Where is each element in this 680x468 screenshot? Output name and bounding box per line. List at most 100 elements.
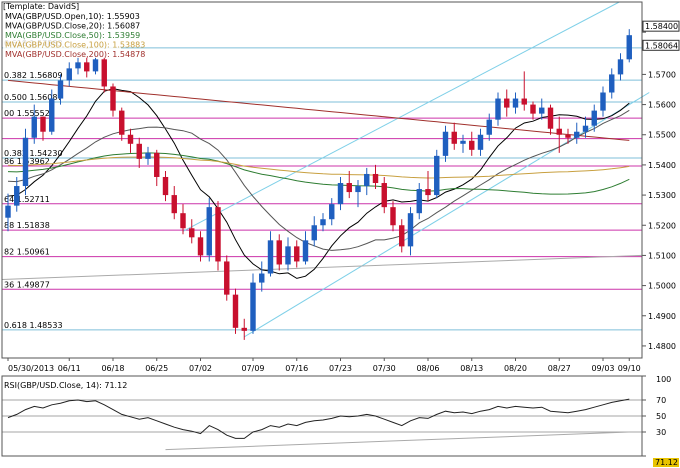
- candle-body-39: [346, 183, 352, 193]
- fib-label-7: 64 1.52711: [4, 195, 50, 204]
- x-tick-label-10: 08/13: [460, 364, 483, 373]
- rsi-tick-label-0: 100: [656, 375, 671, 384]
- candle-body-55: [486, 119, 492, 135]
- x-tick-label-8: 07/30: [373, 364, 396, 373]
- candle-body-35: [311, 225, 317, 241]
- ma100-line: [7, 156, 630, 179]
- x-tick-label-3: 06/25: [145, 364, 168, 373]
- candle-body-31: [276, 240, 282, 265]
- ma200-line: [7, 79, 630, 141]
- template-label: [Template: DavidS]: [3, 2, 79, 11]
- last-price-box-0: [642, 20, 680, 32]
- candle-body-46: [407, 213, 414, 247]
- legend-entry-2: MVA(GBP/USD.Close,50): 1.53959: [5, 31, 140, 40]
- candle-body-43: [381, 183, 387, 208]
- last-price-label-1: 1.58064: [645, 41, 678, 50]
- candle-body-22: [197, 237, 204, 256]
- candle-body-36: [320, 219, 326, 226]
- candle-body-30: [267, 240, 274, 274]
- candle-body-45: [399, 225, 405, 247]
- y-tick-label-5: 1.5300: [648, 191, 676, 200]
- candle-body-2: [22, 137, 29, 187]
- candle-body-58: [512, 98, 519, 108]
- candle-body-32: [285, 246, 291, 265]
- ma20-line: [7, 109, 630, 251]
- candle-body-11: [101, 59, 107, 87]
- fib-label-10: 36 1.49877: [4, 280, 50, 289]
- candle-body-40: [355, 186, 361, 193]
- candle-body-64: [565, 134, 571, 138]
- rsi-tick-label-2: 50: [656, 412, 666, 421]
- x-tick-label-0: 05/30/2013: [8, 364, 54, 373]
- candle-body-33: [294, 246, 300, 262]
- x-tick-label-6: 07/16: [285, 364, 308, 373]
- candle-body-53: [469, 140, 475, 150]
- candle-body-48: [425, 189, 431, 196]
- y-tick-label-1: 1.5700: [648, 70, 676, 79]
- fib-label-9: 82 1.50961: [4, 248, 50, 257]
- candle-body-0: [5, 205, 11, 218]
- y-tick-label-10: 1.4800: [648, 342, 676, 351]
- x-tick-label-11: 08/20: [504, 364, 527, 373]
- y-tick-label-4: 1.5400: [648, 161, 676, 170]
- x-tick-label-12: 08/27: [548, 364, 571, 373]
- ma50-line: [7, 152, 630, 195]
- x-tick-label-14: 09/10: [618, 364, 641, 373]
- candle-body-70: [617, 59, 624, 75]
- candle-body-16: [145, 152, 151, 159]
- candle-body-13: [119, 110, 125, 135]
- channel-upper-line: [182, 1, 620, 232]
- legend-entry-0: MVA(GBP/USD.Open,10): 1.55903: [5, 12, 140, 21]
- rsi-panel: [2, 398, 642, 451]
- candle-body-18: [162, 176, 169, 196]
- candle-body-71: [626, 35, 632, 60]
- channel-lower-line: [243, 92, 650, 338]
- candle-body-25: [224, 261, 230, 295]
- legend: MVA(GBP/USD.Open,10): 1.55903 MVA(GBP/USD…: [3, 11, 145, 59]
- candle-body-20: [180, 213, 186, 229]
- fib-label-5: 0.382 1.54230: [4, 149, 63, 158]
- candle-body-57: [504, 98, 510, 108]
- x-tick-label-7: 07/23: [329, 364, 352, 373]
- legend-entry-4: MVA(GBP/USD.Close,200): 1.54878: [5, 50, 145, 59]
- rsi-tick-label-3: 30: [656, 428, 666, 437]
- candle-body-19: [171, 195, 177, 214]
- candle-body-9: [84, 62, 90, 72]
- candle-body-59: [521, 98, 527, 105]
- rsi-line: [7, 398, 630, 439]
- candle-body-51: [451, 131, 457, 144]
- candle-body-24: [215, 207, 221, 262]
- candle-body-26: [232, 294, 239, 328]
- candle-body-27: [241, 327, 247, 331]
- y-tick-label-6: 1.5200: [648, 221, 676, 230]
- y-tick-label-8: 1.5000: [648, 282, 676, 291]
- last-price-label-0: 1.58400: [645, 22, 678, 31]
- x-tick-label-2: 06/18: [101, 364, 124, 373]
- candle-body-7: [66, 68, 72, 81]
- y-tick-label-9: 1.4900: [648, 312, 676, 321]
- candle-body-29: [259, 273, 265, 283]
- x-tick-label-9: 08/06: [416, 364, 439, 373]
- x-tick-label-4: 07/02: [189, 364, 212, 373]
- candle-body-6: [57, 80, 64, 99]
- price-frame: [1, 1, 643, 359]
- candle-body-38: [337, 183, 344, 205]
- rsi-value-box: [653, 458, 679, 467]
- fib-label-11: 0.618 1.48533: [4, 321, 63, 330]
- candle-body-42: [372, 173, 379, 184]
- candle-body-23: [206, 207, 212, 256]
- y-tick-label-2: 1.5600: [648, 101, 676, 110]
- candle-body-10: [92, 59, 99, 72]
- candle-body-56: [495, 98, 501, 120]
- candle-body-65: [574, 131, 580, 138]
- candle-body-28: [250, 282, 256, 331]
- candle-body-3: [31, 116, 37, 138]
- support-trend-line: [1, 254, 643, 281]
- candle-body-15: [136, 143, 142, 159]
- candle-body-44: [390, 207, 396, 226]
- candle-body-1: [14, 186, 20, 206]
- candle-body-17: [154, 152, 160, 177]
